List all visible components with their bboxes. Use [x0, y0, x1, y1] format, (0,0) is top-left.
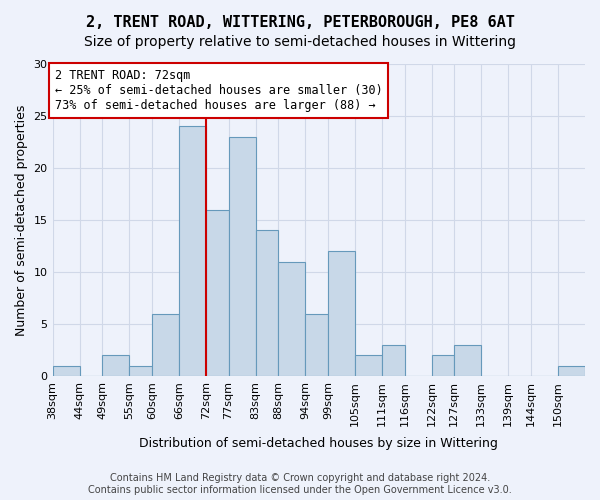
- X-axis label: Distribution of semi-detached houses by size in Wittering: Distribution of semi-detached houses by …: [139, 437, 498, 450]
- Bar: [558, 366, 585, 376]
- Bar: [129, 366, 152, 376]
- Bar: [102, 355, 129, 376]
- Text: 2 TRENT ROAD: 72sqm
← 25% of semi-detached houses are smaller (30)
73% of semi-d: 2 TRENT ROAD: 72sqm ← 25% of semi-detach…: [55, 69, 383, 112]
- Bar: [152, 314, 179, 376]
- Bar: [256, 230, 278, 376]
- Bar: [431, 355, 454, 376]
- Bar: [382, 345, 404, 376]
- Bar: [305, 314, 328, 376]
- Text: Size of property relative to semi-detached houses in Wittering: Size of property relative to semi-detach…: [84, 35, 516, 49]
- Y-axis label: Number of semi-detached properties: Number of semi-detached properties: [15, 104, 28, 336]
- Bar: [229, 137, 256, 376]
- Bar: [206, 210, 229, 376]
- Bar: [179, 126, 206, 376]
- Bar: [328, 251, 355, 376]
- Text: Contains HM Land Registry data © Crown copyright and database right 2024.
Contai: Contains HM Land Registry data © Crown c…: [88, 474, 512, 495]
- Bar: [53, 366, 80, 376]
- Bar: [454, 345, 481, 376]
- Bar: [355, 355, 382, 376]
- Bar: [278, 262, 305, 376]
- Text: 2, TRENT ROAD, WITTERING, PETERBOROUGH, PE8 6AT: 2, TRENT ROAD, WITTERING, PETERBOROUGH, …: [86, 15, 514, 30]
